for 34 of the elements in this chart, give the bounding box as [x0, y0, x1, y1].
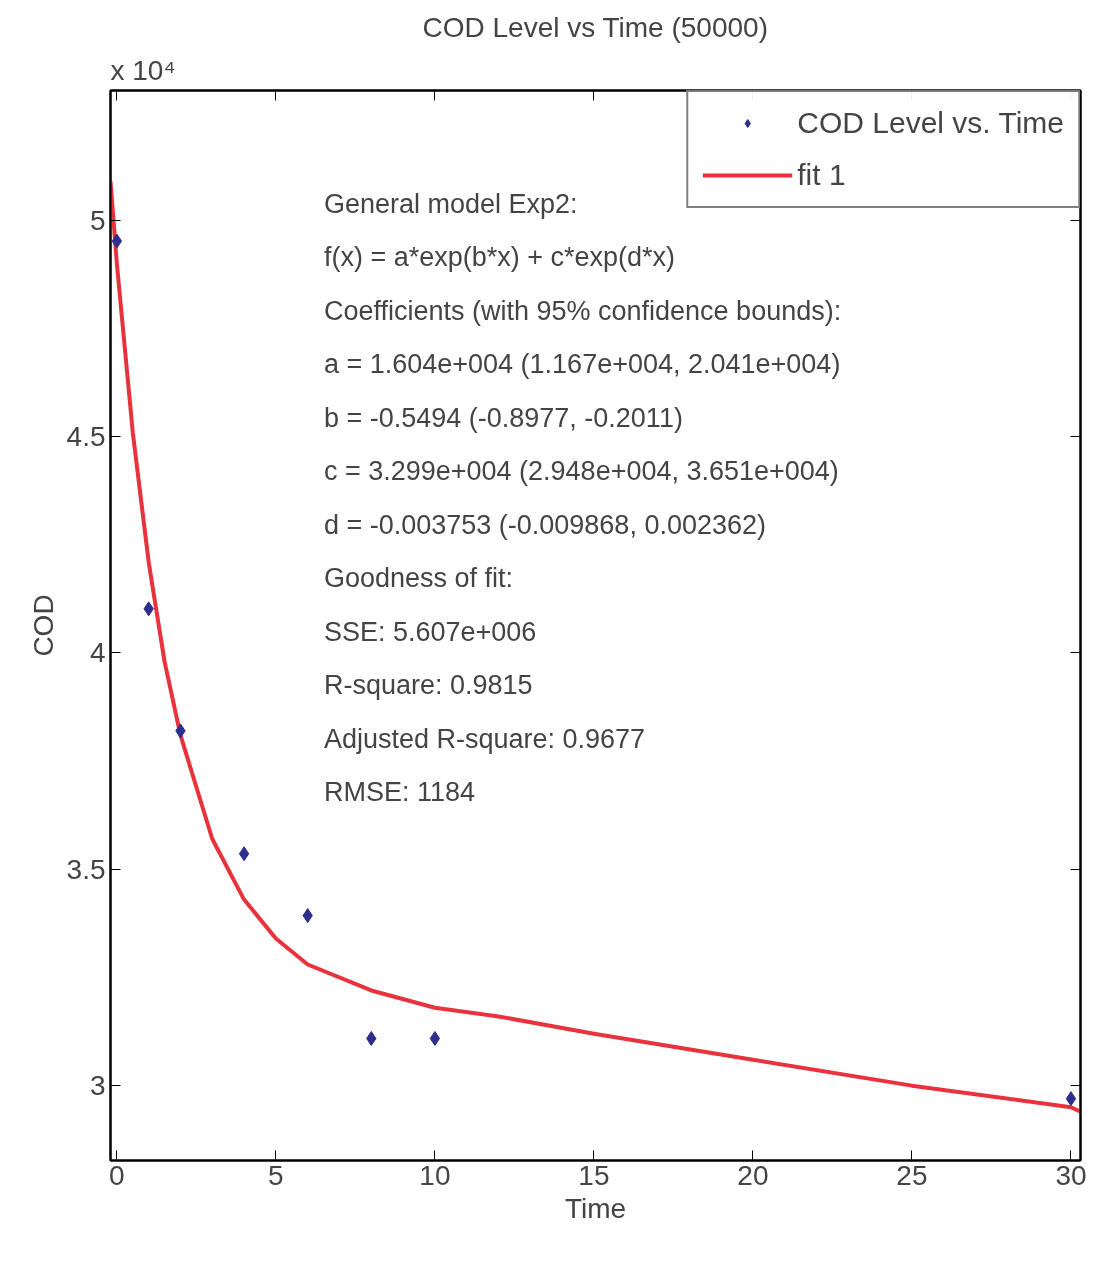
annotation: f(x) = a*exp(b*x) + c*exp(d*x) [323, 242, 676, 273]
annotation: R-square: 0.9815 [323, 670, 533, 701]
x-tick-label: 30 [1055, 1159, 1087, 1191]
annotation: d = -0.003753 (-0.009868, 0.002362) [323, 509, 767, 540]
point [429, 1030, 441, 1046]
annotation: b = -0.5494 (-0.8977, -0.2011) [323, 402, 683, 433]
text: x 10⁴ [110, 54, 176, 86]
x-tick-label: 25 [896, 1159, 928, 1191]
y-tick-label: 5 [89, 204, 106, 236]
annotation: Coefficients (with 95% confidence bounds): [323, 295, 842, 326]
annotation: General model Exp2: [323, 188, 578, 219]
y-tick-label: 3.5 [66, 853, 106, 885]
y-tick-label: 4.5 [66, 421, 106, 453]
x-tick-label: 5 [268, 1159, 284, 1191]
legend-label: COD Level vs. Time [797, 106, 1064, 140]
point [238, 846, 250, 862]
x-axis-title: Time [564, 1192, 627, 1224]
x-tick-label: 15 [578, 1159, 610, 1191]
y-axis-title: COD [27, 594, 59, 657]
x-tick-label: 0 [109, 1159, 125, 1191]
annotation: a = 1.604e+004 (1.167e+004, 2.041e+004) [323, 349, 841, 380]
y-tick-label: 4 [89, 637, 106, 669]
legend-label: fit 1 [797, 158, 846, 192]
annotation: Goodness of fit: [323, 563, 514, 594]
point [1065, 1091, 1077, 1107]
annotation: c = 3.299e+004 (2.948e+004, 3.651e+004) [323, 456, 839, 487]
annotation: RMSE: 1184 [323, 777, 475, 808]
x-tick-label: 20 [737, 1159, 769, 1191]
x-tick-label: 10 [419, 1159, 451, 1191]
y-tick-label: 3 [89, 1070, 106, 1102]
chart-title: COD Level vs Time (50000) [422, 11, 768, 43]
annotation: Adjusted R-square: 0.9677 [323, 723, 646, 754]
annotation: SSE: 5.607e+006 [323, 616, 537, 647]
point [111, 233, 123, 249]
